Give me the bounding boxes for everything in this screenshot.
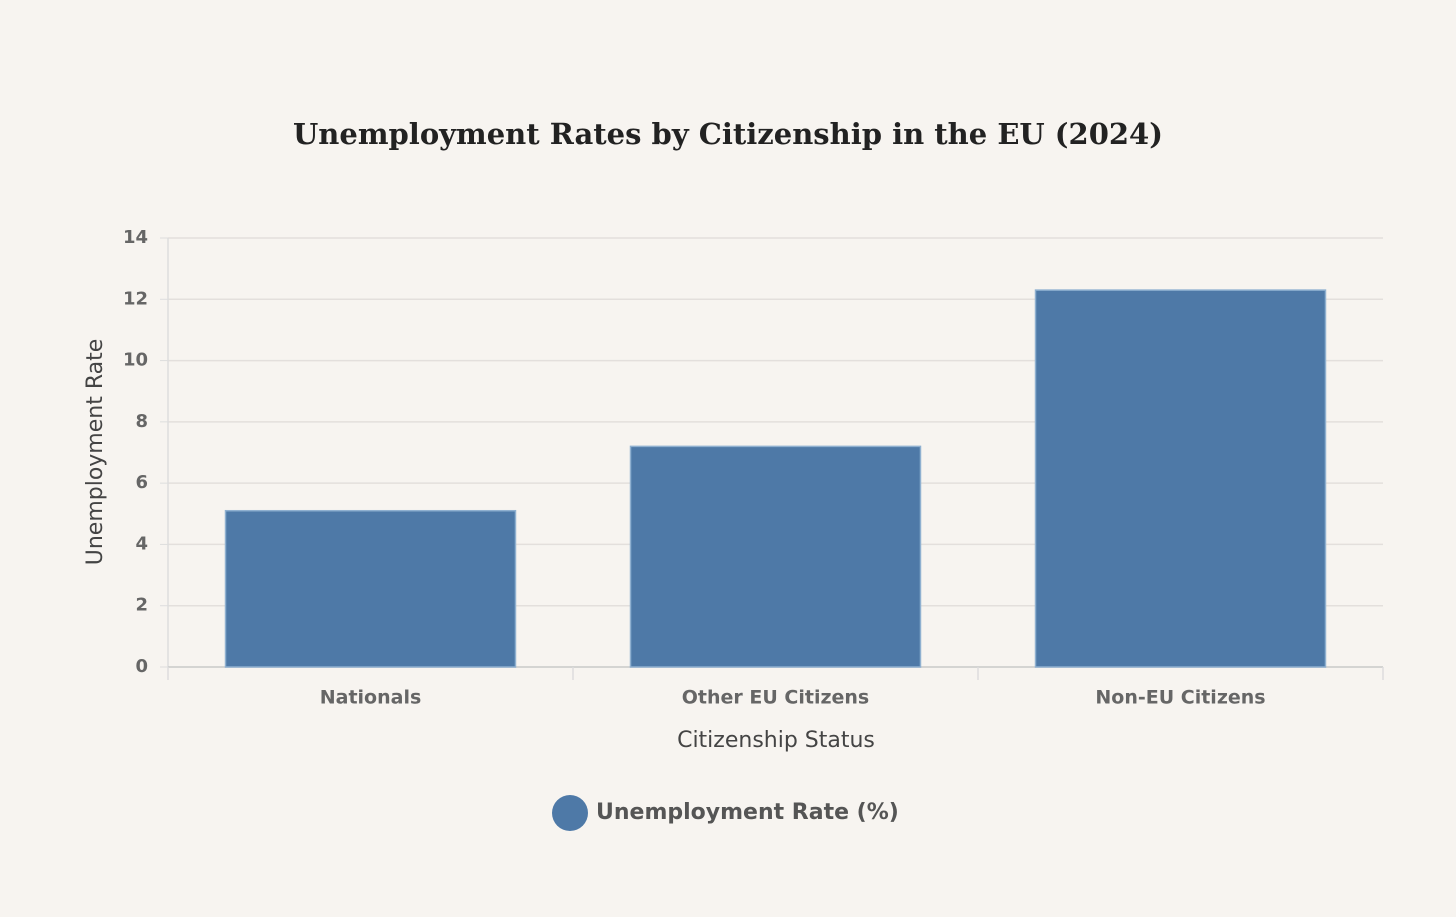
x-tick-label: Nationals — [320, 687, 422, 709]
y-tick-label: 2 — [135, 595, 148, 616]
x-tick-label: Non-EU Citizens — [1095, 687, 1265, 709]
x-tick-label: Other EU Citizens — [682, 687, 870, 709]
y-tick-label: 4 — [135, 533, 148, 554]
y-tick-label: 10 — [123, 350, 148, 371]
y-tick-label: 8 — [135, 411, 148, 432]
bar — [224, 509, 517, 668]
y-tick-label: 12 — [123, 288, 148, 309]
legend-swatch — [552, 795, 588, 831]
y-axis-label: Unemployment Rate — [83, 339, 108, 566]
y-tick-label: 14 — [123, 227, 148, 248]
y-tick-label: 6 — [135, 472, 148, 493]
chart-title: Unemployment Rates by Citizenship in the… — [293, 117, 1163, 151]
bar — [1034, 289, 1327, 668]
x-axis-label: Citizenship Status — [677, 728, 875, 753]
bar — [629, 445, 922, 668]
y-tick-label: 0 — [135, 656, 148, 677]
legend-label: Unemployment Rate (%) — [596, 800, 899, 825]
